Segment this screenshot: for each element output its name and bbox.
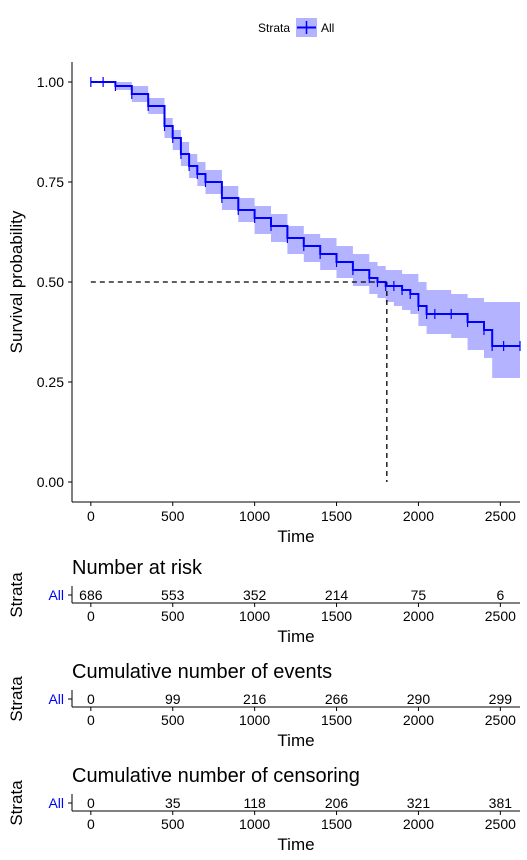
table-strata-label: Strata xyxy=(7,780,26,826)
table-cell-value: 553 xyxy=(161,587,185,603)
x-tick-label: 1000 xyxy=(239,508,270,524)
x-axis-title: Time xyxy=(277,527,314,546)
table-cell-value: 352 xyxy=(243,587,267,603)
table-x-tick-label: 500 xyxy=(161,712,185,728)
y-tick-label: 0.25 xyxy=(37,374,64,390)
censor-marks xyxy=(90,77,521,351)
table-cell-value: 35 xyxy=(165,795,181,811)
table-x-axis-title: Time xyxy=(277,835,314,854)
legend: Strata All xyxy=(258,18,334,37)
x-tick-label: 500 xyxy=(161,508,185,524)
table-x-tick-label: 2000 xyxy=(403,816,434,832)
table-x-tick-label: 1000 xyxy=(239,608,270,624)
table-x-tick-label: 2500 xyxy=(485,712,516,728)
table-cell-value: 299 xyxy=(489,691,513,707)
table-x-tick-label: 500 xyxy=(161,608,185,624)
table-cell-value: 321 xyxy=(407,795,431,811)
table-cell-value: 214 xyxy=(325,587,349,603)
table-cell-value: 118 xyxy=(243,795,266,811)
table-cell-value: 290 xyxy=(407,691,431,707)
table-x-tick-label: 2000 xyxy=(403,712,434,728)
y-tick-label: 0.00 xyxy=(37,474,64,490)
table-cell-value: 75 xyxy=(411,587,427,603)
table-cell-value: 216 xyxy=(243,691,267,707)
table-cell-value: 206 xyxy=(325,795,349,811)
x-tick-label: 1500 xyxy=(321,508,352,524)
x-axis-ticks: 0 500 1000 1500 2000 2500 xyxy=(87,502,516,524)
table-x-axis-title: Time xyxy=(277,627,314,646)
table-x-tick-label: 1500 xyxy=(321,608,352,624)
table-strata-label: Strata xyxy=(7,676,26,722)
table-title: Cumulative number of events xyxy=(72,661,332,683)
table-strata-label: Strata xyxy=(7,572,26,618)
table-x-tick-label: 1000 xyxy=(239,816,270,832)
table-cell-value: 99 xyxy=(165,691,181,707)
x-tick-label: 2500 xyxy=(485,508,516,524)
table-x-axis-title: Time xyxy=(277,731,314,750)
y-tick-label: 1.00 xyxy=(37,74,64,90)
y-axis-title: Survival probability xyxy=(7,210,26,353)
y-tick-label: 0.50 xyxy=(37,274,64,290)
table-x-tick-label: 0 xyxy=(87,712,95,728)
table-row-label: All xyxy=(48,587,64,603)
table-x-tick-label: 2000 xyxy=(403,608,434,624)
y-axis-ticks: 0.00 0.25 0.50 0.75 1.00 xyxy=(37,74,72,490)
table-cell-value: 6 xyxy=(496,587,504,603)
confidence-band xyxy=(90,82,521,378)
survival-plot: 0.00 0.25 0.50 0.75 1.00 0 500 1000 1500 2000 250… xyxy=(7,62,521,546)
table-x-tick-label: 1500 xyxy=(321,816,352,832)
table-row-label: All xyxy=(48,691,64,707)
table-x-tick-label: 0 xyxy=(87,816,95,832)
table-row-label: All xyxy=(48,795,64,811)
y-tick-label: 0.75 xyxy=(37,174,64,190)
x-tick-label: 0 xyxy=(87,508,95,524)
table-x-tick-label: 2500 xyxy=(485,608,516,624)
table-cell-value: 266 xyxy=(325,691,349,707)
legend-title: Strata xyxy=(258,21,290,35)
legend-entry-all: All xyxy=(321,21,334,35)
table-cell-value: 686 xyxy=(79,587,103,603)
table-3: Cumulative number of censoring Strata All 0… xyxy=(7,765,520,854)
table-cell-value: 0 xyxy=(87,691,95,707)
table-x-tick-label: 500 xyxy=(161,816,185,832)
x-tick-label: 2000 xyxy=(403,508,434,524)
risk-tables: Number at risk Strata All 686 0 553 500 352 1000… xyxy=(7,557,520,854)
table-title: Cumulative number of censoring xyxy=(72,765,360,787)
table-title: Number at risk xyxy=(72,557,203,579)
table-x-tick-label: 2500 xyxy=(485,816,516,832)
table-2: Cumulative number of events Strata All 0 0 99… xyxy=(7,661,520,750)
table-cell-value: 0 xyxy=(87,795,95,811)
table-x-tick-label: 0 xyxy=(87,608,95,624)
table-1: Number at risk Strata All 686 0 553 500 352 1000… xyxy=(7,557,520,646)
table-x-tick-label: 1500 xyxy=(321,712,352,728)
table-cell-value: 381 xyxy=(489,795,513,811)
table-x-tick-label: 1000 xyxy=(239,712,270,728)
